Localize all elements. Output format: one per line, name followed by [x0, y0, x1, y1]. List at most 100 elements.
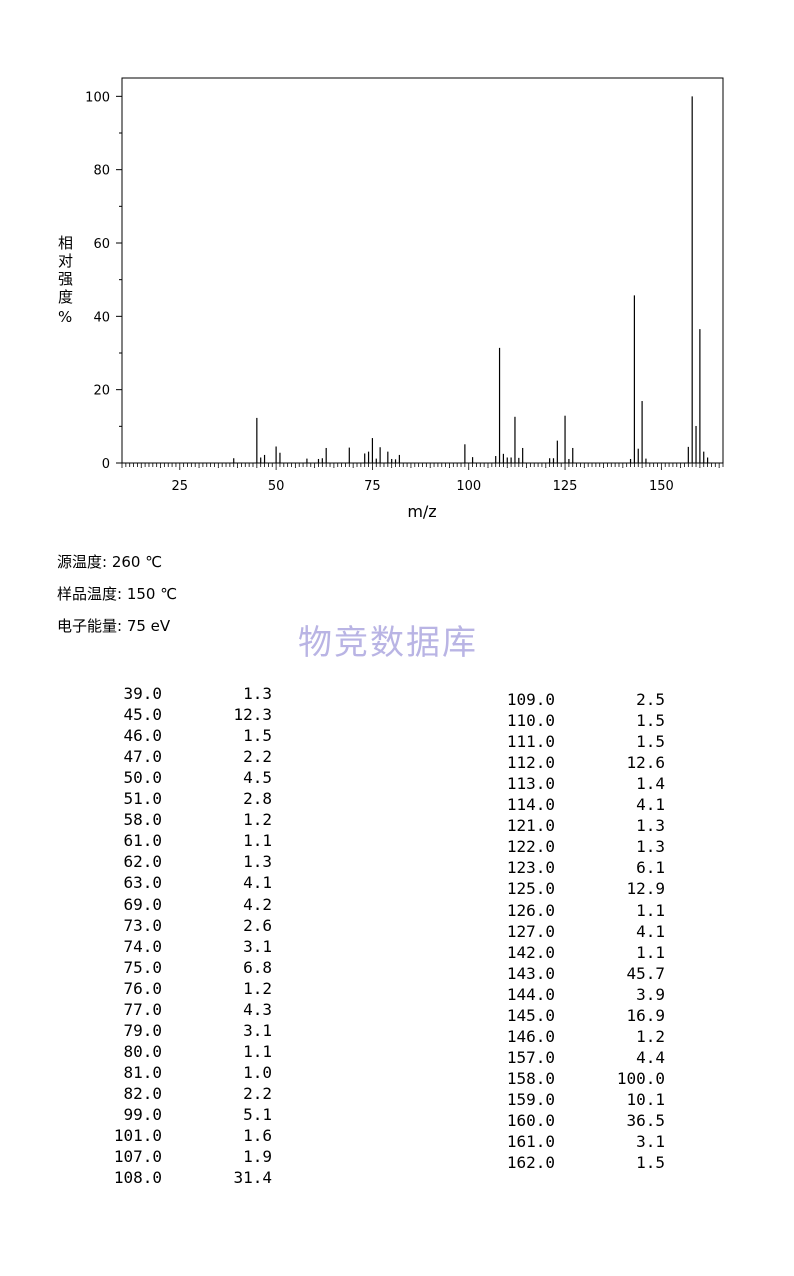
intensity-value: 1.3 [243, 852, 272, 872]
table-row: 63.0 4.1 [92, 872, 272, 893]
intensity-value: 12.3 [233, 705, 272, 725]
y-tick-label: 80 [93, 164, 110, 179]
mz-value: 160.0 [506, 1111, 555, 1130]
electron-energy: 电子能量: 75 eV [57, 617, 171, 635]
mz-value: 99.0 [123, 1105, 162, 1124]
x-tick-label: 125 [553, 479, 578, 494]
mz-value: 108.0 [113, 1168, 162, 1188]
intensity-value: 3.9 [636, 984, 665, 1004]
watermark: 物竞数据库 [298, 623, 478, 663]
mz-value: 157.0 [506, 1047, 555, 1067]
table-row: 101.0 1.6 [92, 1125, 272, 1146]
mz-value: 81.0 [123, 1062, 162, 1082]
mz-value: 76.0 [123, 978, 162, 998]
mz-value: 69.0 [123, 894, 162, 914]
mass-spectrum-chart: 0 20 40 60 80 100 25 50 75 100 125 150 m/z 相 对 强 度… [58, 77, 724, 521]
intensity-value: 100.0 [616, 1068, 665, 1088]
table-row: 157.0 4.4 [485, 1047, 665, 1068]
table-row: 47.0 2.2 [92, 746, 272, 767]
intensity-value: 1.5 [636, 711, 665, 731]
intensity-value: 4.3 [243, 999, 272, 1019]
table-row: 145.0 16.9 [485, 1005, 665, 1026]
intensity-value: 4.4 [636, 1047, 665, 1067]
y-tick-label: 20 [93, 384, 110, 399]
mz-value: 58.0 [123, 810, 162, 830]
mz-value: 161.0 [506, 1132, 555, 1152]
y-tick-label: 100 [85, 90, 110, 105]
table-row: 99.0 5.1 [92, 1104, 272, 1125]
intensity-value: 1.5 [636, 732, 665, 752]
table-row: 126.0 1.1 [485, 900, 665, 921]
table-row: 109.0 2.5 [485, 689, 665, 710]
intensity-value: 1.2 [243, 810, 272, 830]
table-row: 81.0 1.0 [92, 1062, 272, 1083]
mz-value: 126.0 [506, 900, 555, 920]
mz-value: 143.0 [506, 963, 555, 983]
mz-value: 50.0 [123, 768, 162, 788]
table-row: 108.0 31.4 [92, 1167, 272, 1188]
table-row: 143.0 45.7 [485, 963, 665, 984]
intensity-value: 1.9 [243, 1147, 272, 1167]
y-tick-label: 60 [93, 237, 110, 252]
x-tick-label: 150 [649, 479, 674, 494]
sample-temperature: 样品温度: 150 ℃ [57, 585, 178, 603]
intensity-value: 4.5 [243, 768, 272, 788]
table-row: 111.0 1.5 [485, 731, 665, 752]
mz-value: 114.0 [506, 795, 555, 815]
mz-value: 79.0 [123, 1020, 162, 1040]
table-row: 159.0 10.1 [485, 1089, 665, 1110]
intensity-value: 4.1 [636, 795, 665, 815]
intensity-value: 2.5 [636, 690, 665, 709]
mz-value: 51.0 [123, 789, 162, 809]
table-row: 39.0 1.3 [92, 683, 272, 704]
mz-value: 107.0 [113, 1147, 162, 1167]
mz-value: 144.0 [506, 984, 555, 1004]
intensity-value: 1.0 [243, 1062, 272, 1082]
intensity-value: 1.3 [636, 816, 665, 836]
intensity-value: 12.6 [626, 753, 665, 773]
intensity-value: 1.1 [636, 900, 665, 920]
mz-value: 101.0 [113, 1126, 162, 1146]
table-row: 110.0 1.5 [485, 710, 665, 731]
table-row: 69.0 4.2 [92, 894, 272, 915]
intensity-value: 1.5 [636, 1153, 665, 1173]
mz-value: 73.0 [123, 915, 162, 935]
intensity-value: 1.1 [243, 1041, 272, 1061]
table-row: 113.0 1.4 [485, 773, 665, 794]
x-tick-label: 50 [268, 479, 285, 494]
intensity-value: 1.3 [636, 837, 665, 857]
table-row: 142.0 1.1 [485, 942, 665, 963]
intensity-value: 1.4 [636, 774, 665, 794]
table-row: 62.0 1.3 [92, 851, 272, 872]
mz-value: 159.0 [506, 1089, 555, 1109]
x-axis-label: m/z [407, 502, 436, 521]
intensity-value: 3.1 [636, 1132, 665, 1152]
y-tick-label: 40 [93, 310, 110, 325]
table-row: 61.0 1.1 [92, 830, 272, 851]
table-row: 123.0 6.1 [485, 857, 665, 878]
intensity-value: 4.1 [636, 921, 665, 941]
mz-value: 80.0 [123, 1041, 162, 1061]
table-row: 127.0 4.1 [485, 921, 665, 942]
intensity-value: 16.9 [626, 1005, 665, 1025]
mz-value: 75.0 [123, 957, 162, 977]
intensity-value: 31.4 [233, 1168, 272, 1188]
x-tick-label: 75 [364, 479, 381, 494]
mz-value: 39.0 [123, 684, 162, 703]
table-row: 75.0 6.8 [92, 957, 272, 978]
mz-value: 145.0 [506, 1005, 555, 1025]
intensity-value: 36.5 [626, 1111, 665, 1130]
intensity-value: 2.2 [243, 1083, 272, 1103]
intensity-value: 45.7 [626, 963, 665, 983]
mz-value: 125.0 [506, 879, 555, 899]
table-row: 146.0 1.2 [485, 1026, 665, 1047]
table-row: 161.0 3.1 [485, 1131, 665, 1152]
mz-value: 123.0 [506, 858, 555, 878]
mz-value: 112.0 [506, 753, 555, 773]
table-row: 125.0 12.9 [485, 878, 665, 899]
table-row: 80.0 1.1 [92, 1041, 272, 1062]
table-row: 107.0 1.9 [92, 1146, 272, 1167]
table-row: 144.0 3.9 [485, 984, 665, 1005]
intensity-value: 2.6 [243, 915, 272, 935]
table-row: 46.0 1.5 [92, 725, 272, 746]
